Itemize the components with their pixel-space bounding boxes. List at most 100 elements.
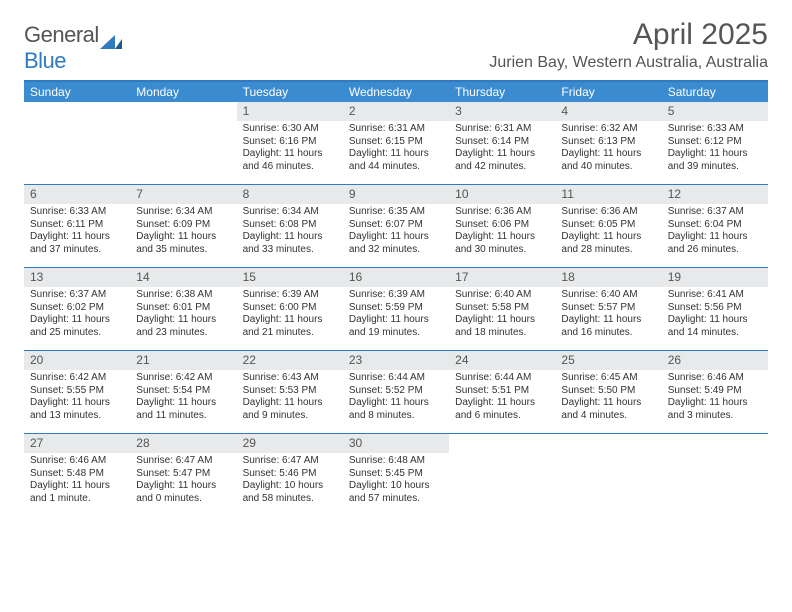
sunrise-text: Sunrise: 6:30 AM (243, 123, 337, 136)
day-body: Sunrise: 6:34 AMSunset: 6:08 PMDaylight:… (237, 204, 343, 260)
sunset-text: Sunset: 6:09 PM (136, 219, 230, 232)
week-row: 6Sunrise: 6:33 AMSunset: 6:11 PMDaylight… (24, 184, 768, 267)
dow-wednesday: Wednesday (343, 82, 449, 102)
daylight-text: Daylight: 11 hours and 21 minutes. (243, 314, 337, 339)
daylight-text: Daylight: 11 hours and 37 minutes. (30, 231, 124, 256)
sunrise-text: Sunrise: 6:48 AM (349, 455, 443, 468)
day-number: 24 (449, 351, 555, 370)
sunset-text: Sunset: 6:16 PM (243, 136, 337, 149)
sunset-text: Sunset: 5:45 PM (349, 468, 443, 481)
sunset-text: Sunset: 5:59 PM (349, 302, 443, 315)
sunrise-text: Sunrise: 6:39 AM (243, 289, 337, 302)
day-body: Sunrise: 6:39 AMSunset: 5:59 PMDaylight:… (343, 287, 449, 343)
day-body: Sunrise: 6:41 AMSunset: 5:56 PMDaylight:… (662, 287, 768, 343)
sunrise-text: Sunrise: 6:44 AM (349, 372, 443, 385)
day-cell: 26Sunrise: 6:46 AMSunset: 5:49 PMDayligh… (662, 351, 768, 433)
day-number: 16 (343, 268, 449, 287)
day-number: 25 (555, 351, 661, 370)
daylight-text: Daylight: 11 hours and 32 minutes. (349, 231, 443, 256)
day-body: Sunrise: 6:34 AMSunset: 6:09 PMDaylight:… (130, 204, 236, 260)
day-cell: 15Sunrise: 6:39 AMSunset: 6:00 PMDayligh… (237, 268, 343, 350)
dow-sunday: Sunday (24, 82, 130, 102)
week-row: 13Sunrise: 6:37 AMSunset: 6:02 PMDayligh… (24, 267, 768, 350)
daylight-text: Daylight: 10 hours and 57 minutes. (349, 480, 443, 505)
day-cell: 5Sunrise: 6:33 AMSunset: 6:12 PMDaylight… (662, 102, 768, 184)
sunset-text: Sunset: 6:06 PM (455, 219, 549, 232)
day-number: 1 (237, 102, 343, 121)
daylight-text: Daylight: 11 hours and 40 minutes. (561, 148, 655, 173)
sunset-text: Sunset: 6:08 PM (243, 219, 337, 232)
brand-logo: GeneralBlue (24, 22, 123, 74)
day-cell: 10Sunrise: 6:36 AMSunset: 6:06 PMDayligh… (449, 185, 555, 267)
sunrise-text: Sunrise: 6:35 AM (349, 206, 443, 219)
day-number: 11 (555, 185, 661, 204)
day-number: 13 (24, 268, 130, 287)
sunrise-text: Sunrise: 6:44 AM (455, 372, 549, 385)
daylight-text: Daylight: 11 hours and 44 minutes. (349, 148, 443, 173)
daylight-text: Daylight: 11 hours and 26 minutes. (668, 231, 762, 256)
sunset-text: Sunset: 5:50 PM (561, 385, 655, 398)
dow-thursday: Thursday (449, 82, 555, 102)
day-body: Sunrise: 6:43 AMSunset: 5:53 PMDaylight:… (237, 370, 343, 426)
day-body: Sunrise: 6:36 AMSunset: 6:05 PMDaylight:… (555, 204, 661, 260)
day-body: Sunrise: 6:37 AMSunset: 6:04 PMDaylight:… (662, 204, 768, 260)
sunrise-text: Sunrise: 6:31 AM (455, 123, 549, 136)
day-cell: 18Sunrise: 6:40 AMSunset: 5:57 PMDayligh… (555, 268, 661, 350)
sunset-text: Sunset: 5:55 PM (30, 385, 124, 398)
empty-cell (662, 434, 768, 516)
sunrise-text: Sunrise: 6:38 AM (136, 289, 230, 302)
calendar-grid: Sunday Monday Tuesday Wednesday Thursday… (24, 80, 768, 516)
day-number: 21 (130, 351, 236, 370)
day-number: 22 (237, 351, 343, 370)
day-cell: 7Sunrise: 6:34 AMSunset: 6:09 PMDaylight… (130, 185, 236, 267)
dow-tuesday: Tuesday (237, 82, 343, 102)
day-number: 27 (24, 434, 130, 453)
day-cell: 25Sunrise: 6:45 AMSunset: 5:50 PMDayligh… (555, 351, 661, 433)
daylight-text: Daylight: 11 hours and 18 minutes. (455, 314, 549, 339)
day-body: Sunrise: 6:47 AMSunset: 5:47 PMDaylight:… (130, 453, 236, 509)
day-number: 8 (237, 185, 343, 204)
day-cell: 21Sunrise: 6:42 AMSunset: 5:54 PMDayligh… (130, 351, 236, 433)
day-number: 19 (662, 268, 768, 287)
month-title: April 2025 (489, 18, 768, 52)
day-body: Sunrise: 6:33 AMSunset: 6:11 PMDaylight:… (24, 204, 130, 260)
sunrise-text: Sunrise: 6:31 AM (349, 123, 443, 136)
day-cell: 9 Sunrise: 6:35 AMSunset: 6:07 PMDaylight… (343, 185, 449, 267)
day-number: 6 (24, 185, 130, 204)
daylight-text: Daylight: 11 hours and 23 minutes. (136, 314, 230, 339)
sunset-text: Sunset: 5:57 PM (561, 302, 655, 315)
empty-cell (24, 102, 130, 184)
day-cell: 28Sunrise: 6:47 AMSunset: 5:47 PMDayligh… (130, 434, 236, 516)
day-body: Sunrise: 6:33 AMSunset: 6:12 PMDaylight:… (662, 121, 768, 177)
daylight-text: Daylight: 10 hours and 58 minutes. (243, 480, 337, 505)
sunrise-text: Sunrise: 6:36 AM (455, 206, 549, 219)
sunrise-text: Sunrise: 6:46 AM (30, 455, 124, 468)
location: Jurien Bay, Western Australia, Australia (489, 54, 768, 72)
daylight-text: Daylight: 11 hours and 3 minutes. (668, 397, 762, 422)
sunset-text: Sunset: 6:07 PM (349, 219, 443, 232)
day-body: Sunrise: 6:46 AMSunset: 5:49 PMDaylight:… (662, 370, 768, 426)
sunset-text: Sunset: 6:02 PM (30, 302, 124, 315)
sunrise-text: Sunrise: 6:47 AM (243, 455, 337, 468)
day-body: Sunrise: 6:37 AMSunset: 6:02 PMDaylight:… (24, 287, 130, 343)
day-cell: 11Sunrise: 6:36 AMSunset: 6:05 PMDayligh… (555, 185, 661, 267)
empty-cell (555, 434, 661, 516)
day-cell: 12Sunrise: 6:37 AMSunset: 6:04 PMDayligh… (662, 185, 768, 267)
sunrise-text: Sunrise: 6:41 AM (668, 289, 762, 302)
sunset-text: Sunset: 5:56 PM (668, 302, 762, 315)
day-body: Sunrise: 6:47 AMSunset: 5:46 PMDaylight:… (237, 453, 343, 509)
sunrise-text: Sunrise: 6:40 AM (561, 289, 655, 302)
day-body: Sunrise: 6:36 AMSunset: 6:06 PMDaylight:… (449, 204, 555, 260)
daylight-text: Daylight: 11 hours and 11 minutes. (136, 397, 230, 422)
day-number: 30 (343, 434, 449, 453)
daylight-text: Daylight: 11 hours and 19 minutes. (349, 314, 443, 339)
week-row: 1 Sunrise: 6:30 AMSunset: 6:16 PM Daylight… (24, 102, 768, 184)
dow-saturday: Saturday (662, 82, 768, 102)
day-number: 10 (449, 185, 555, 204)
sunset-text: Sunset: 6:01 PM (136, 302, 230, 315)
day-number: 26 (662, 351, 768, 370)
day-number: 9 (343, 185, 449, 204)
daylight-text: Daylight: 11 hours and 9 minutes. (243, 397, 337, 422)
day-cell: 19Sunrise: 6:41 AMSunset: 5:56 PMDayligh… (662, 268, 768, 350)
day-cell: 2Sunrise: 6:31 AMSunset: 6:15 PMDaylight… (343, 102, 449, 184)
